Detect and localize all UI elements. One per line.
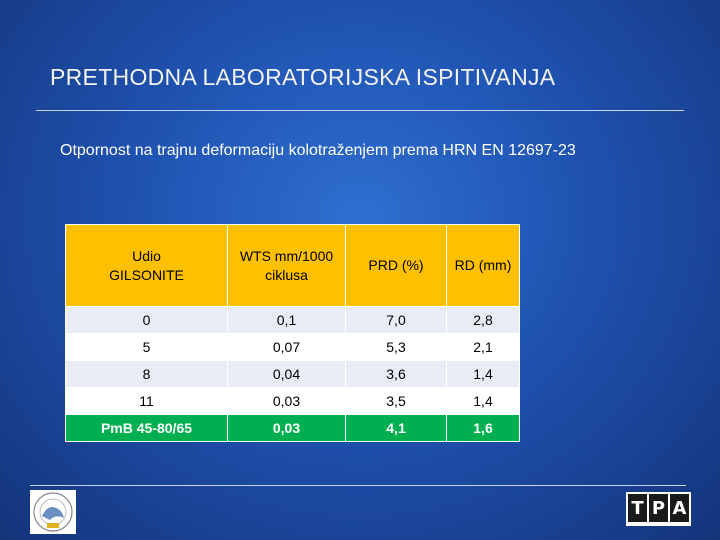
table-cell: 3,5 (345, 387, 447, 415)
table-cell: PmB 45-80/65 (65, 414, 228, 442)
header-wts: WTS mm/1000 ciklusa (227, 224, 346, 307)
header-line: RD (mm) (454, 257, 512, 274)
table-cell: 5 (65, 333, 228, 361)
table-cell: 2,8 (446, 306, 520, 334)
table-row: 0 0,1 7,0 2,8 (65, 306, 520, 334)
table-cell: 8 (65, 360, 228, 388)
table-row-highlight: PmB 45-80/65 0,03 4,1 1,6 (65, 414, 520, 442)
header-rd: RD (mm) (446, 224, 520, 307)
table-cell: 1,4 (446, 387, 520, 415)
slide-subtitle: Otpornost na trajnu deformaciju kolotraž… (60, 142, 576, 159)
header-line: GILSONITE (109, 266, 184, 283)
table-cell: 11 (65, 387, 228, 415)
footer-divider (30, 485, 686, 486)
header-line: PRD (%) (368, 257, 424, 274)
table-row: 5 0,07 5,3 2,1 (65, 333, 520, 361)
header-gilsonite: Udio GILSONITE (65, 224, 228, 307)
tpa-logo-letter: P (649, 494, 668, 522)
table-cell: 1,4 (446, 360, 520, 388)
table-cell: 7,0 (345, 306, 447, 334)
table-row: 11 0,03 3,5 1,4 (65, 387, 520, 415)
table-cell: 0,03 (227, 414, 346, 442)
table-cell: 0,04 (227, 360, 346, 388)
header-line: ciklusa (265, 266, 308, 283)
table-cell: 0,07 (227, 333, 346, 361)
tpa-logo: T P A (626, 492, 691, 526)
table-cell: 3,6 (345, 360, 447, 388)
institute-seal-icon (30, 490, 76, 534)
table-cell: 4,1 (345, 414, 447, 442)
table-cell: 5,3 (345, 333, 447, 361)
results-table: Udio GILSONITE WTS mm/1000 ciklusa PRD (… (65, 224, 520, 442)
table-cell: 0,1 (227, 306, 346, 334)
tpa-logo-letter: T (628, 494, 647, 522)
header-prd: PRD (%) (345, 224, 447, 307)
header-line: WTS mm/1000 (239, 247, 334, 264)
slide-title: PRETHODNA LABORATORIJSKA ISPITIVANJA (50, 64, 556, 90)
table-header-row: Udio GILSONITE WTS mm/1000 ciklusa PRD (… (65, 224, 520, 307)
table-cell: 0,03 (227, 387, 346, 415)
title-divider (36, 110, 684, 111)
table-row: 8 0,04 3,6 1,4 (65, 360, 520, 388)
table-cell: 0 (65, 306, 228, 334)
table-cell: 2,1 (446, 333, 520, 361)
tpa-logo-letter: A (670, 494, 689, 522)
header-line: Udio (132, 247, 161, 264)
table-cell: 1,6 (446, 414, 520, 442)
